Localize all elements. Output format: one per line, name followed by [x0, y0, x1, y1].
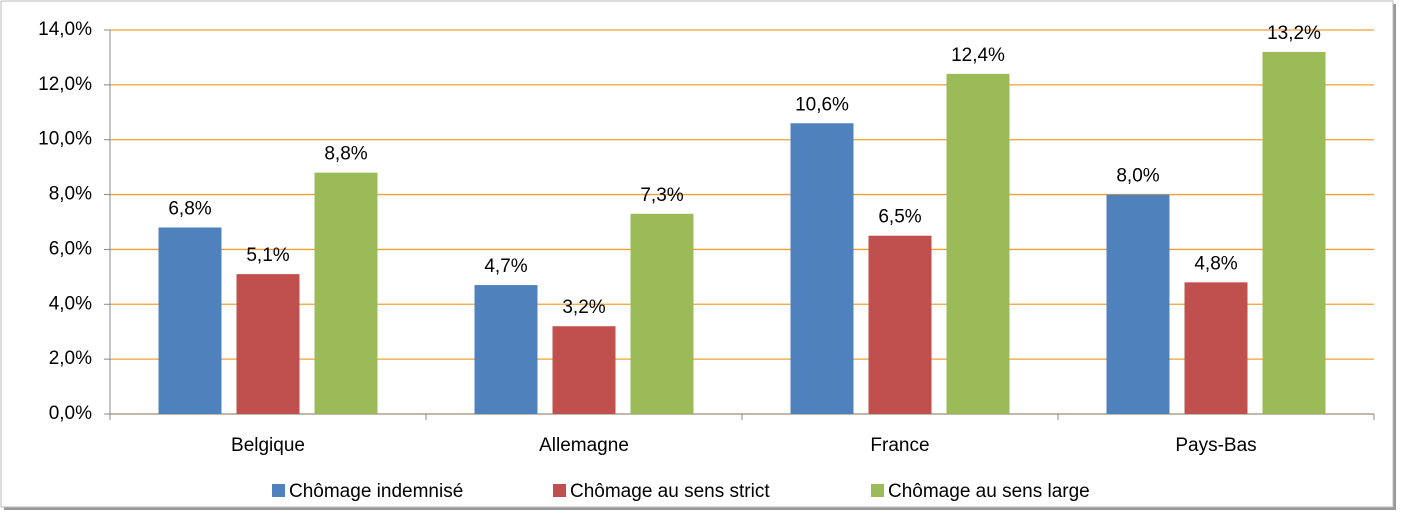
- data-label: 13,2%: [1267, 23, 1321, 44]
- y-tick-label: 12,0%: [38, 74, 92, 95]
- bar: [1262, 51, 1326, 414]
- legend-label: Chômage au sens large: [888, 481, 1090, 502]
- y-tick-label: 10,0%: [38, 129, 92, 150]
- bar: [790, 123, 854, 414]
- bar: [158, 227, 222, 414]
- y-tick-label: 0,0%: [49, 403, 92, 424]
- x-tick-label: Pays-Bas: [1175, 435, 1256, 456]
- bar: [236, 274, 300, 414]
- y-tick-label: 2,0%: [49, 348, 92, 369]
- data-label: 6,5%: [878, 207, 921, 228]
- data-label: 7,3%: [640, 185, 683, 206]
- data-label: 8,0%: [1116, 166, 1159, 187]
- x-tick-label: Allemagne: [539, 435, 629, 456]
- data-label: 5,1%: [246, 245, 289, 266]
- legend-swatch: [272, 484, 285, 497]
- bar: [868, 235, 932, 414]
- bar: [474, 285, 538, 414]
- y-tick-label: 6,0%: [49, 238, 92, 259]
- data-label: 10,6%: [795, 94, 849, 115]
- data-label: 6,8%: [168, 199, 211, 220]
- bar: [1184, 282, 1248, 414]
- y-tick-label: 4,0%: [49, 293, 92, 314]
- bar: [946, 73, 1010, 414]
- x-tick-label: Belgique: [231, 435, 305, 456]
- bar: [552, 326, 616, 414]
- bar: [630, 213, 694, 414]
- data-label: 12,4%: [951, 45, 1005, 66]
- data-label: 3,2%: [562, 297, 605, 318]
- legend-label: Chômage au sens strict: [570, 481, 770, 502]
- x-tick-label: France: [870, 435, 929, 456]
- bar: [1106, 194, 1170, 414]
- legend-swatch: [871, 484, 884, 497]
- legend-swatch: [553, 484, 566, 497]
- y-tick-label: 8,0%: [49, 184, 92, 205]
- legend-label: Chômage indemnisé: [289, 481, 463, 502]
- y-tick-label: 14,0%: [38, 19, 92, 40]
- data-label: 4,7%: [484, 256, 527, 277]
- data-label: 4,8%: [1194, 253, 1237, 274]
- data-label: 8,8%: [324, 144, 367, 165]
- bar: [314, 172, 378, 414]
